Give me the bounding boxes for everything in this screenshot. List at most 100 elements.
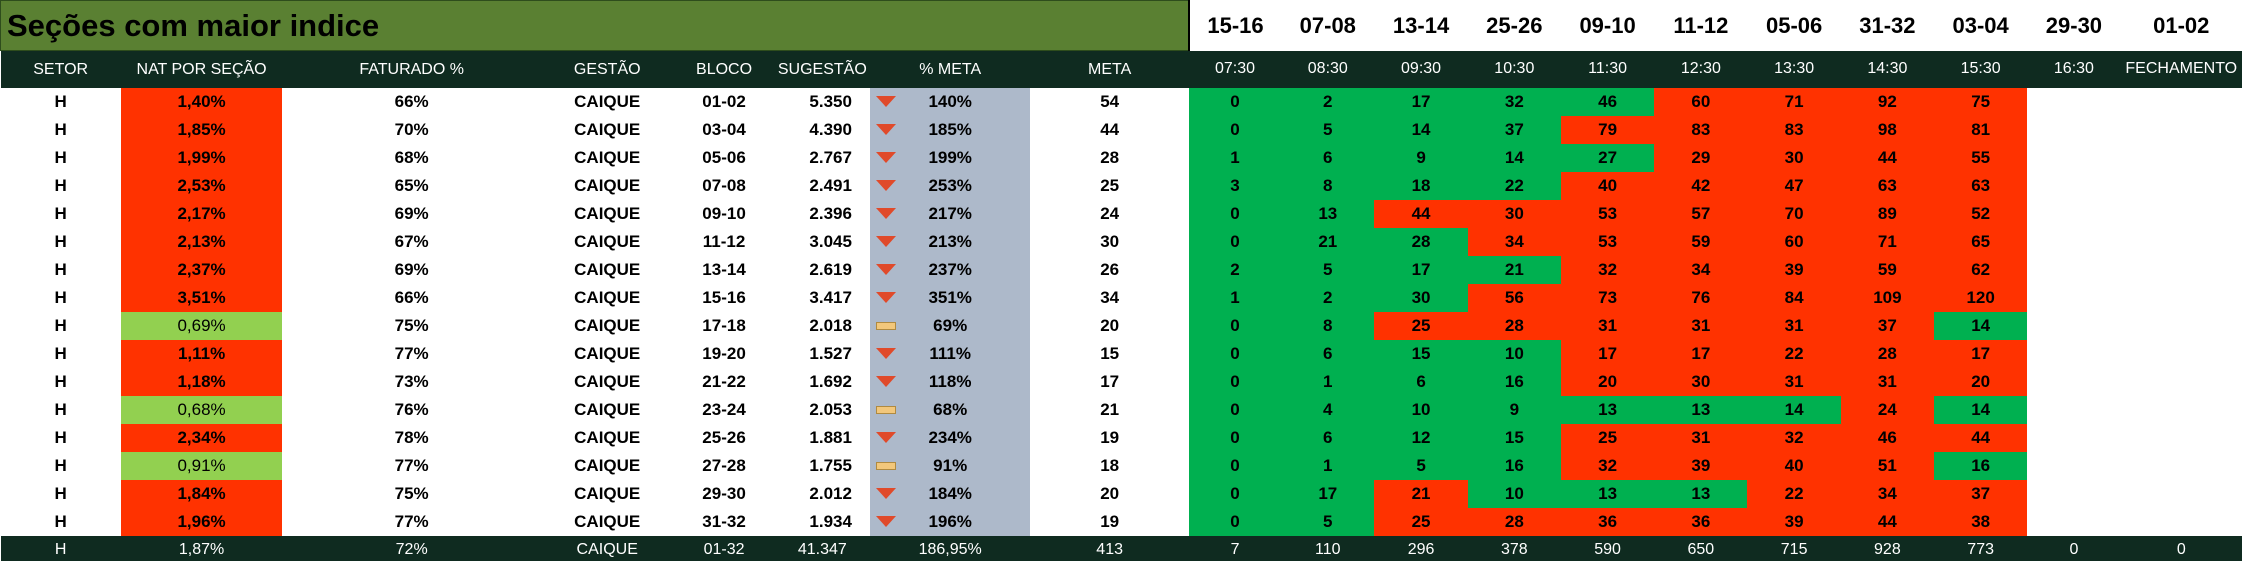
cell-meta[interactable]: 26 [1100,260,1120,279]
cell-pct-meta[interactable]: 351% [869,284,1031,312]
header-sugestao[interactable]: SUGESTÃO [774,50,870,88]
cell-slot-count[interactable] [2027,284,2121,312]
table-row[interactable]: H 1,18% 73% CAIQUE 21-22 1.692 118% 17 0 1 6 16 20 30… [1,368,2242,396]
cell-slot-count[interactable]: 83 [1747,116,1841,144]
cell-slot-count[interactable]: 1 [1188,144,1282,172]
cell-slot-count[interactable]: 47 [1747,172,1841,200]
table-row[interactable]: H 2,17% 69% CAIQUE 09-10 2.396 217% 24 0 13 44 30 53… [1,200,2242,228]
cell-slot-count[interactable]: 0 [1188,88,1282,116]
total-meta[interactable]: 413 [1030,536,1189,561]
cell-slot-count[interactable]: 1 [1281,452,1375,480]
cell-setor[interactable]: H [54,288,67,307]
cell-slot-count[interactable]: 21 [1467,256,1561,284]
cell-slot-count[interactable]: 39 [1747,508,1841,536]
table-row[interactable]: H 2,53% 65% CAIQUE 07-08 2.491 253% 25 3 8 18 22 40 4… [1,172,2242,200]
header-time[interactable]: 15:30 [1934,50,2028,88]
total-slot[interactable]: 928 [1840,536,1935,561]
cell-slot-count[interactable]: 5 [1281,116,1375,144]
cell-nat[interactable]: 3,51% [120,284,283,312]
cell-slot-count[interactable]: 24 [1840,396,1935,424]
cell-gestao[interactable]: CAIQUE [574,148,641,167]
cell-bloco[interactable]: 17-18 [702,316,746,335]
cell-slot-count[interactable]: 28 [1374,228,1468,256]
cell-gestao[interactable]: CAIQUE [574,428,641,447]
cell-faturado[interactable]: 73% [394,372,429,391]
cell-slot-count[interactable]: 60 [1747,228,1841,256]
cell-slot-count[interactable]: 15 [1374,340,1468,368]
cell-pct-meta[interactable]: 91% [869,452,1031,480]
cell-slot-count[interactable]: 40 [1747,452,1841,480]
cell-nat[interactable]: 0,68% [120,396,283,424]
cell-slot-count[interactable]: 31 [1560,312,1655,340]
cell-bloco[interactable]: 21-22 [702,372,746,391]
cell-nat[interactable]: 2,34% [120,424,283,452]
cell-slot-count[interactable] [2027,452,2121,480]
cell-slot-count[interactable] [2027,88,2121,116]
cell-slot-count[interactable]: 44 [1840,508,1935,536]
cell-slot-count[interactable]: 5 [1281,508,1375,536]
cell-nat[interactable]: 1,99% [120,144,283,172]
cell-slot-count[interactable]: 2 [1281,284,1375,312]
cell-slot-count[interactable]: 9 [1467,396,1561,424]
cell-slot-count[interactable]: 17 [1934,340,2028,368]
cell-slot-count[interactable]: 65 [1934,228,2028,256]
cell-faturado[interactable]: 69% [394,204,429,223]
cell-slot-count[interactable] [2027,200,2121,228]
cell-gestao[interactable]: CAIQUE [574,176,641,195]
slot-label-header[interactable]: 15-16 [1187,0,1282,51]
cell-slot-count[interactable] [2027,508,2121,536]
cell-slot-count[interactable]: 30 [1374,284,1468,312]
cell-slot-count[interactable]: 17 [1654,340,1748,368]
cell-slot-count[interactable]: 0 [1188,312,1282,340]
cell-slot-count[interactable] [2027,424,2121,452]
total-slot[interactable]: 296 [1374,536,1468,561]
cell-slot-count[interactable]: 2 [1188,256,1282,284]
cell-meta[interactable]: 30 [1100,232,1120,251]
slot-label-header[interactable]: 31-32 [1840,0,1935,51]
table-row[interactable]: H 1,99% 68% CAIQUE 05-06 2.767 199% 28 1 6 9 14 27 29… [1,144,2242,172]
cell-pct-meta[interactable]: 199% [869,144,1031,172]
cell-pct-meta[interactable]: 237% [869,256,1031,284]
cell-slot-count[interactable] [2027,116,2121,144]
cell-bloco[interactable]: 05-06 [702,148,746,167]
cell-pct-meta[interactable]: 196% [869,508,1031,536]
cell-setor[interactable]: H [54,344,67,363]
cell-slot-count[interactable]: 36 [1560,508,1655,536]
header-gestao[interactable]: GESTÃO [541,50,674,88]
cell-slot-count[interactable]: 37 [1840,312,1935,340]
cell-slot-count[interactable]: 18 [1374,172,1468,200]
slot-label-header[interactable]: 13-14 [1374,0,1468,51]
cell-slot-count[interactable]: 20 [1934,368,2028,396]
cell-slot-count[interactable]: 71 [1747,88,1841,116]
table-row[interactable]: H 2,37% 69% CAIQUE 13-14 2.619 237% 26 2 5 17 21 32 3… [1,256,2242,284]
header-time[interactable]: 07:30 [1188,50,1282,88]
cell-slot-count[interactable]: 0 [1188,340,1282,368]
cell-slot-count[interactable]: 6 [1374,368,1468,396]
cell-bloco[interactable]: 07-08 [702,176,746,195]
cell-slot-count[interactable]: 12 [1374,424,1468,452]
cell-slot-count[interactable]: 10 [1467,480,1561,508]
cell-setor[interactable]: H [54,260,67,279]
cell-slot-count[interactable]: 2 [1281,88,1375,116]
cell-slot-count[interactable]: 25 [1374,508,1468,536]
cell-pct-meta[interactable]: 253% [869,172,1031,200]
header-faturado[interactable]: FATURADO % [282,50,542,88]
cell-slot-count[interactable]: 71 [1840,228,1935,256]
cell-faturado[interactable]: 69% [394,260,429,279]
cell-sugestao[interactable]: 1.934 [809,512,852,531]
cell-slot-count[interactable]: 21 [1374,480,1468,508]
cell-slot-count[interactable]: 0 [1188,368,1282,396]
cell-slot-count[interactable] [2120,340,2242,368]
cell-slot-count[interactable]: 55 [1934,144,2028,172]
total-slot[interactable]: 0 [2120,536,2242,561]
cell-slot-count[interactable] [2120,116,2242,144]
cell-slot-count[interactable]: 4 [1281,396,1375,424]
cell-setor[interactable]: H [54,428,67,447]
cell-nat[interactable]: 1,18% [120,368,283,396]
cell-meta[interactable]: 34 [1100,288,1120,307]
cell-faturado[interactable]: 78% [394,428,429,447]
cell-sugestao[interactable]: 1.692 [809,372,852,391]
cell-slot-count[interactable]: 92 [1840,88,1935,116]
cell-meta[interactable]: 19 [1100,428,1120,447]
cell-nat[interactable]: 1,85% [120,116,283,144]
